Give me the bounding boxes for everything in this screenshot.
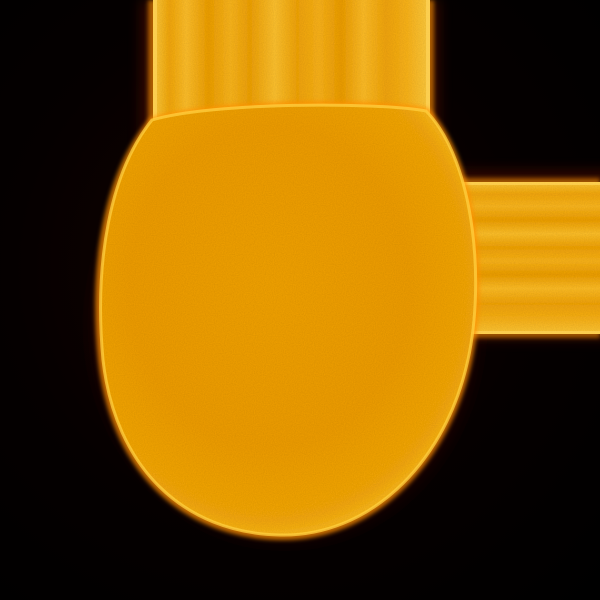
bulb [95,101,480,541]
